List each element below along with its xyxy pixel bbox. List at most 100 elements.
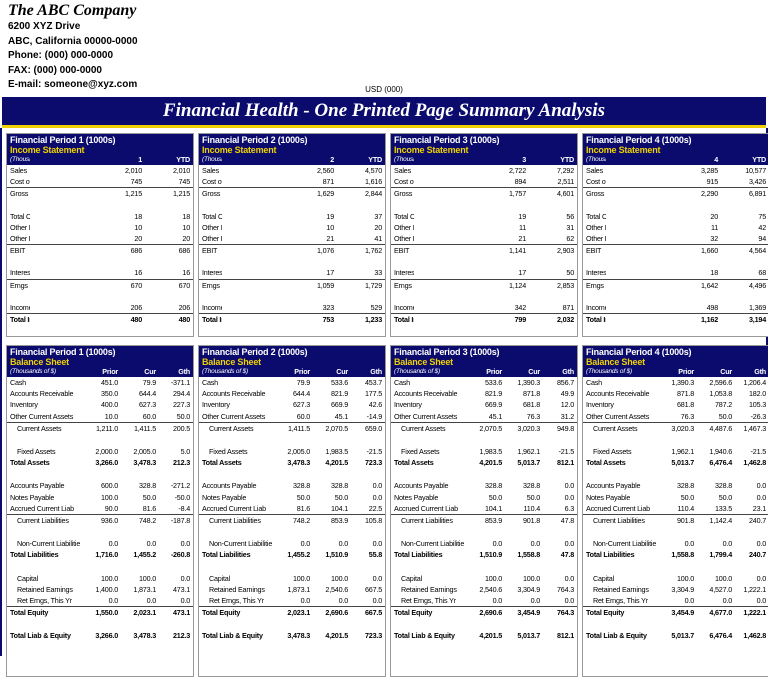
cell-value: 79.9 [296, 378, 310, 388]
cell-value: 100.0 [139, 573, 156, 583]
row-label: Interest Expense [202, 268, 222, 278]
panel-header: Financial Period 2 (1000s) Income Stateme… [199, 134, 385, 155]
panel-header: Financial Period 4 (1000s) Balance Sheet [583, 346, 768, 367]
table-row: Non-Current Liabilities 0.0 0.0 0.0 [583, 538, 768, 549]
table-row: Erngs Before Tax 1,059 1,729 [199, 280, 385, 291]
row-label: Accounts Receivable [202, 389, 266, 399]
table-row: Fixed Assets 2,005.0 1,983.5 -21.5 [199, 446, 385, 457]
row-label: Sales [202, 166, 219, 176]
cell-value: 60.0 [142, 411, 156, 421]
panel: Financial Period 3 (1000s) Balance Sheet(… [390, 345, 578, 677]
cell-value: 100.0 [101, 573, 118, 583]
cell-value: 212.3 [173, 631, 190, 641]
cell-value: 0.0 [684, 595, 695, 605]
statement-title: Income Statement [10, 145, 85, 155]
currency: USD (000) [365, 85, 403, 94]
table-row: Notes Payable 100.0 50.0 -50.0 [7, 492, 193, 503]
row-label: Retained Earnings [593, 584, 649, 594]
statement-title: Balance Sheet [10, 357, 69, 367]
row-label: Accrued Current Liab [202, 503, 266, 513]
cell-value: 5,013.7 [671, 458, 694, 468]
cell-value: 0.0 [564, 539, 575, 549]
cell-value: 4,201.5 [325, 631, 348, 641]
row-label: Other Income [394, 222, 414, 232]
table-row: Ret Erngs, This Yr 0.0 0.0 0.0 [391, 595, 577, 607]
table-row: Erngs Before Tax 1,642 4,496 [583, 280, 768, 291]
cell-value: 3,478.3 [133, 458, 156, 468]
cell-value: 2,290 [701, 189, 718, 199]
table-row: Cash 451.0 79.9 -371.1 [7, 377, 193, 388]
cell-value: 6,476.4 [709, 631, 732, 641]
cell-value: 206 [130, 302, 143, 312]
table-row: Sales 2,560 4,570 [199, 165, 385, 176]
row-label: Other Expense [202, 234, 222, 244]
row-label: Total Liab & Equity [202, 631, 263, 641]
cell-value: 10 [326, 222, 334, 232]
cell-value: 50.0 [718, 492, 732, 502]
row-label: Other Current Assets [202, 411, 266, 421]
table-row: Total Liab & Equity 3,478.3 4,201.5 723.3 [199, 630, 385, 641]
cell-value: 1,873.1 [287, 584, 310, 594]
row-label: Other Income [10, 222, 30, 232]
email: E-mail: someone@xyz.com [8, 79, 138, 90]
cell-value: 644.4 [139, 389, 156, 399]
cell-value: 1,983.5 [325, 447, 348, 457]
cell-value: 0.0 [684, 539, 695, 549]
cell-value: 133.5 [715, 503, 732, 513]
cell-value: -8.4 [178, 503, 190, 513]
cell-value: 90.0 [104, 503, 118, 513]
column-label: Gth [562, 367, 574, 376]
table-row: Accounts Receivable 350.0 644.4 294.4 [7, 388, 193, 399]
table-row: Total Op. Exp 19 56 [391, 211, 577, 222]
cell-value: 1,162 [701, 314, 718, 324]
cell-value: 853.9 [485, 515, 502, 525]
column-label: Prior [102, 367, 118, 376]
cell-value: 62 [566, 234, 574, 244]
row-label: Gross Margin [586, 189, 606, 199]
cell-value: 105.8 [365, 515, 382, 525]
cell-value: 1,642 [701, 280, 718, 290]
row-label: Accounts Payable [10, 481, 65, 491]
cell-value: 76.3 [680, 411, 694, 421]
cell-value: 533.6 [485, 378, 502, 388]
units: (Thousands of $) [10, 368, 56, 375]
table-row: Total Equity 2,690.6 3,454.9 764.3 [391, 607, 577, 618]
cell-value: 31.2 [560, 411, 574, 421]
cell-value: 4,201.5 [325, 458, 348, 468]
cell-value: 323 [322, 302, 335, 312]
cell-value: 0.0 [492, 539, 503, 549]
cell-value: 670 [130, 280, 143, 290]
table-row: Retained Earnings 3,304.9 4,527.0 1,222.1 [583, 584, 768, 595]
panel: Financial Period 2 (1000s) Balance Sheet(… [198, 345, 386, 677]
table-row: Other Expense 20 20 [7, 233, 193, 246]
cell-value: 110.4 [677, 503, 695, 513]
row-label: Current Liabilities [209, 515, 261, 525]
panel-header: Financial Period 2 (1000s) Balance Sheet [199, 346, 385, 367]
row-label: Total Liabilities [586, 550, 635, 560]
table-row: Inventory 669.9 681.8 12.0 [391, 399, 577, 410]
row-label: Accrued Current Liab [10, 503, 74, 513]
cell-value: 480 [130, 314, 143, 324]
table-row: Income Taxes 323 529 [199, 302, 385, 314]
cell-value: 1,799.4 [709, 550, 732, 560]
row-label: Erngs Before Tax [586, 280, 606, 290]
cell-value: 1,142.4 [709, 515, 732, 525]
row-label: Total Equity [10, 608, 49, 618]
column-header: (Thousands of $) Prior Cur Gth [199, 367, 385, 377]
cell-value: 812.1 [557, 631, 574, 641]
cell-value: 6.3 [564, 503, 575, 513]
row-label: Accounts Receivable [10, 389, 74, 399]
row-label: Inventory [586, 400, 614, 410]
period-title: Financial Period 2 (1000s) [202, 347, 308, 357]
banner-title: Financial Health - One Printed Page Summ… [2, 97, 766, 128]
row-label: Cost of Sales [586, 177, 606, 187]
row-label: Interest Expense [394, 268, 414, 278]
table-row: Total Assets 4,201.5 5,013.7 812.1 [391, 457, 577, 468]
table-row: Sales 2,010 2,010 [7, 165, 193, 176]
row-label: Current Assets [209, 423, 254, 433]
table-row: Interest Expense 16 16 [7, 267, 193, 280]
cell-value: 480 [178, 314, 191, 324]
table-row: Total Liab & Equity 3,266.0 3,478.3 212.3 [7, 630, 193, 641]
cell-value: 723.3 [365, 458, 382, 468]
cell-value: 799 [514, 314, 527, 324]
